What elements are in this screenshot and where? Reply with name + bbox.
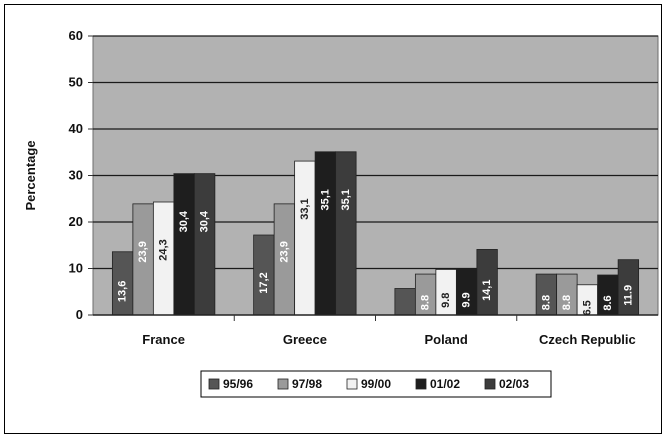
data-label: 24,3 [158, 239, 170, 260]
bar-chart: 13,6 23,9 24,3 30,4 30,4 17,2 23,9 33,1 35,1 35,1… [23, 28, 659, 398]
data-label: 13,6 [117, 281, 129, 302]
legend-label: 01/02 [430, 377, 460, 391]
y-tick-label: 50 [69, 75, 83, 90]
y-tick-label: 10 [69, 261, 83, 276]
data-label: 8.8 [540, 295, 552, 310]
data-label: 9.8 [440, 293, 452, 308]
legend: 95/96 97/98 99/00 01/02 02/03 [200, 370, 552, 398]
data-label: 30,4 [199, 210, 211, 232]
data-label: 8.6 [602, 295, 614, 310]
legend-label: 02/03 [499, 377, 529, 391]
bar [314, 151, 337, 316]
y-tick-label: 0 [76, 307, 83, 322]
y-tick-label: 40 [69, 121, 83, 136]
legend-swatch [277, 378, 289, 390]
legend-swatch [346, 378, 358, 390]
x-tick-label: France [142, 332, 185, 347]
data-label: 17,2 [258, 272, 270, 293]
data-label: 6.5 [581, 300, 593, 315]
data-label: 30,4 [178, 210, 190, 232]
data-label: 33,1 [299, 198, 311, 219]
y-tick-label: 60 [69, 28, 83, 43]
y-axis-title: Percentage [23, 140, 38, 210]
bar [335, 151, 357, 316]
data-label: 14,1 [481, 280, 493, 301]
data-labels: 13,6 23,9 24,3 30,4 30,4 17,2 23,9 33,1 35,1 35,1… [117, 189, 635, 315]
data-label: 35,1 [319, 189, 331, 210]
x-tick-label: Poland [424, 332, 467, 347]
axes: 0 10 20 30 40 50 60 France Greece Poland Czech Rep… [69, 28, 658, 347]
legend-swatch [208, 378, 220, 390]
bar [173, 173, 195, 316]
data-label: 23,9 [137, 241, 149, 262]
data-label: 8.8 [561, 295, 573, 310]
x-tick-label: Greece [283, 332, 327, 347]
chart-frame: 13,6 23,9 24,3 30,4 30,4 17,2 23,9 33,1 35,1 35,1… [4, 4, 662, 434]
data-label: 35,1 [340, 189, 352, 210]
bar [394, 288, 416, 316]
bar [294, 160, 316, 316]
data-label: 11.9 [622, 285, 634, 306]
data-label: 23,9 [278, 241, 290, 262]
legend-label: 99/00 [361, 377, 391, 391]
legend-label: 95/96 [223, 377, 253, 391]
bar [193, 173, 216, 316]
legend-swatch [415, 378, 427, 390]
legend-label: 97/98 [292, 377, 322, 391]
y-tick-label: 30 [69, 168, 83, 183]
data-label: 9.9 [461, 292, 473, 307]
legend-swatch [484, 378, 496, 390]
data-label: 8.8 [420, 295, 432, 310]
y-tick-label: 20 [69, 214, 83, 229]
bars [111, 151, 640, 316]
x-tick-label: Czech Republic [539, 332, 636, 347]
